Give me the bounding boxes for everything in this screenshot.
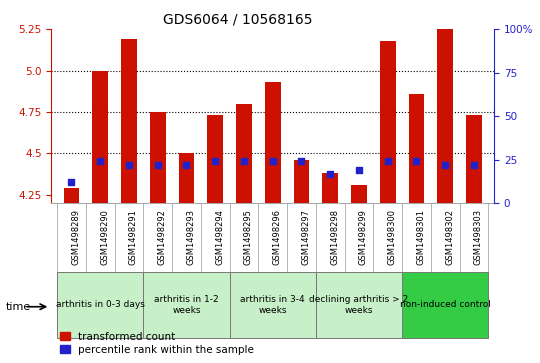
Bar: [409, 94, 424, 203]
Point: [153, 162, 162, 168]
Point: [470, 162, 478, 168]
Point: [441, 162, 449, 168]
Bar: [230, 272, 316, 338]
Point: [125, 162, 133, 168]
Text: GDS6064 / 10568165: GDS6064 / 10568165: [163, 13, 312, 27]
Text: GSM1498296: GSM1498296: [273, 209, 282, 265]
Bar: [402, 272, 488, 338]
Bar: [143, 272, 230, 338]
Bar: [92, 70, 108, 203]
Text: GSM1498289: GSM1498289: [71, 209, 80, 265]
Point: [96, 159, 105, 164]
Legend: transformed count, percentile rank within the sample: transformed count, percentile rank withi…: [59, 331, 255, 356]
Point: [67, 179, 76, 185]
Bar: [121, 39, 137, 203]
Bar: [316, 272, 402, 338]
Text: GSM1498303: GSM1498303: [474, 209, 483, 265]
Bar: [265, 82, 281, 203]
Text: GSM1498291: GSM1498291: [129, 209, 138, 265]
Text: GSM1498292: GSM1498292: [158, 209, 167, 265]
Text: arthritis in 3-4
weeks: arthritis in 3-4 weeks: [240, 295, 305, 315]
Text: GSM1498297: GSM1498297: [301, 209, 310, 265]
Bar: [380, 41, 396, 203]
Text: GSM1498293: GSM1498293: [186, 209, 195, 265]
Text: GSM1498298: GSM1498298: [330, 209, 339, 265]
Point: [211, 159, 220, 164]
Bar: [64, 188, 79, 203]
Bar: [150, 112, 166, 203]
Text: GSM1498302: GSM1498302: [445, 209, 454, 265]
Point: [297, 159, 306, 164]
Bar: [236, 104, 252, 203]
Bar: [179, 154, 194, 203]
Bar: [57, 272, 143, 338]
Bar: [207, 115, 223, 203]
Point: [268, 159, 277, 164]
Point: [182, 162, 191, 168]
Text: GSM1498290: GSM1498290: [100, 209, 109, 265]
Text: time: time: [5, 302, 31, 312]
Text: GSM1498299: GSM1498299: [359, 209, 368, 265]
Bar: [437, 19, 453, 203]
Point: [355, 167, 363, 173]
Text: GSM1498295: GSM1498295: [244, 209, 253, 265]
Text: arthritis in 1-2
weeks: arthritis in 1-2 weeks: [154, 295, 219, 315]
Text: GSM1498294: GSM1498294: [215, 209, 224, 265]
Bar: [466, 115, 482, 203]
Text: arthritis in 0-3 days: arthritis in 0-3 days: [56, 301, 145, 309]
Bar: [351, 185, 367, 203]
Point: [326, 171, 334, 176]
Point: [412, 159, 421, 164]
Bar: [294, 160, 309, 203]
Text: non-induced control: non-induced control: [400, 301, 491, 309]
Bar: [322, 174, 338, 203]
Text: declining arthritis > 2
weeks: declining arthritis > 2 weeks: [309, 295, 409, 315]
Text: GSM1498301: GSM1498301: [416, 209, 426, 265]
Point: [383, 159, 392, 164]
Text: GSM1498300: GSM1498300: [388, 209, 397, 265]
Point: [240, 159, 248, 164]
